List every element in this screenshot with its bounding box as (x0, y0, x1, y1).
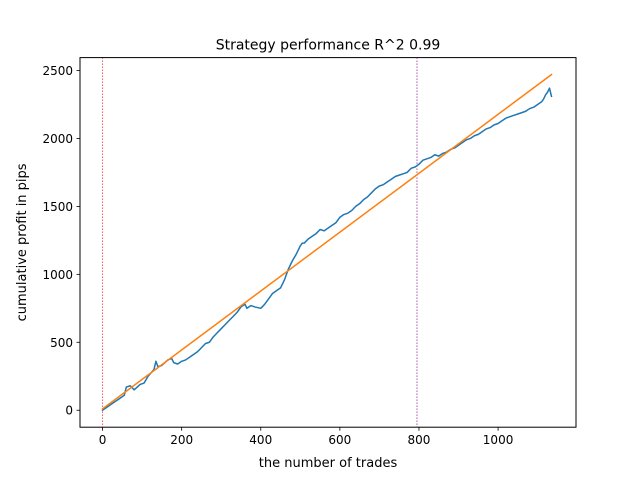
y-tick-label: 2000 (42, 132, 73, 146)
y-tick-label: 2500 (42, 64, 73, 78)
linear-fit-line (101, 73, 553, 410)
x-tick-label: 1000 (483, 433, 514, 447)
y-tick-label: 0 (65, 404, 73, 418)
chart-title: Strategy performance R^2 0.99 (216, 38, 441, 54)
x-axis-ticks: 0 200 400 600 800 1000 (99, 427, 514, 447)
x-tick-label: 600 (328, 433, 351, 447)
y-axis-label: cumulative profit in pips (15, 163, 30, 321)
plot-frame (79, 57, 577, 428)
x-tick-label: 0 (99, 433, 107, 447)
x-tick-label: 200 (170, 433, 193, 447)
y-tick-label: 1500 (42, 200, 73, 214)
y-tick-label: 500 (50, 336, 73, 350)
x-tick-label: 400 (249, 433, 272, 447)
x-tick-label: 800 (408, 433, 431, 447)
cumulative-profit-line (101, 87, 553, 412)
series-layer (101, 73, 553, 412)
y-axis-ticks: 0 500 1000 1500 2000 2500 (42, 64, 80, 418)
x-axis-label: the number of trades (259, 456, 398, 471)
plot-area (80, 57, 576, 428)
y-tick-label: 1000 (42, 268, 73, 282)
